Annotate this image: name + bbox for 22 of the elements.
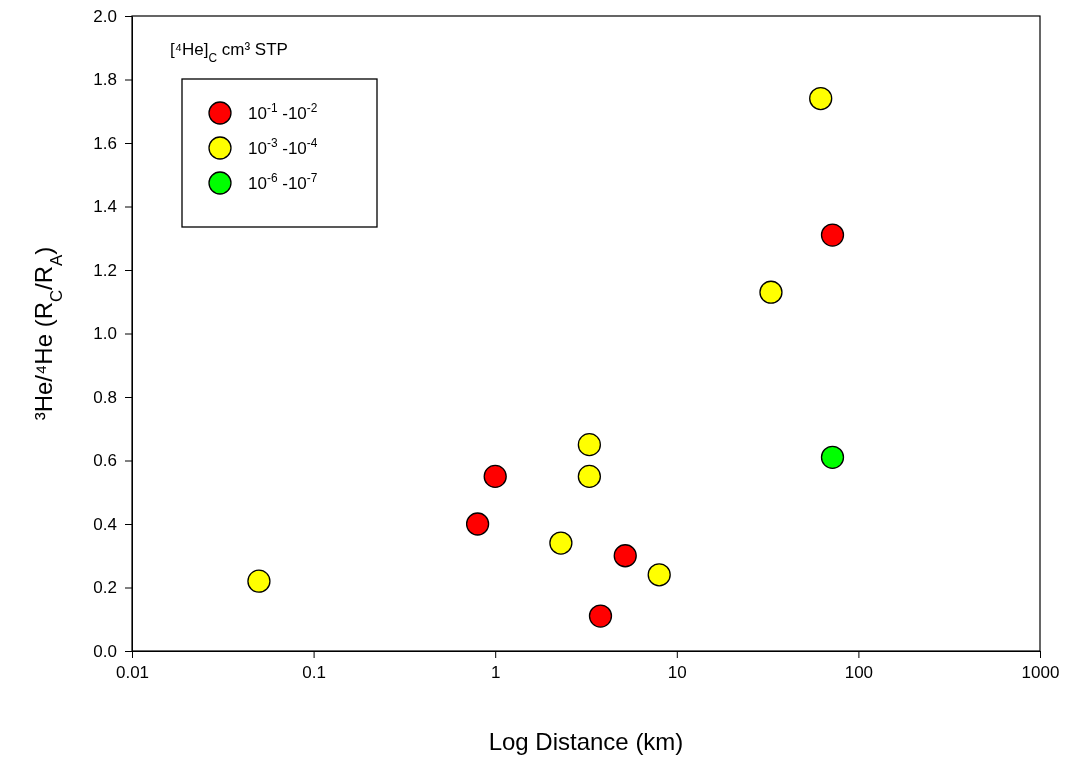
legend-title: [⁴He]$_{C}$ cm³ STP (170, 40, 288, 65)
y-tick-label: 0.0 (93, 641, 117, 661)
y-tick-label: 2.0 (93, 6, 117, 26)
x-tick-label: 0.01 (115, 663, 150, 683)
legend-label: 10$^{-1}$ -10$^{-2}$ (248, 101, 318, 123)
x-tick-label: 0.1 (302, 663, 326, 683)
x-tick-label: 1000 (1021, 663, 1060, 683)
y-tick-label: 1.8 (93, 70, 117, 90)
x-tick-label: 100 (844, 663, 874, 683)
legend-label: 10$^{-3}$ -10$^{-4}$ (248, 136, 318, 158)
x-axis-title: Log Distance (km) (488, 728, 684, 755)
y-tick-label: 0.8 (93, 387, 117, 407)
y-tick-label: 1.2 (93, 260, 117, 280)
y-tick-label: 1.4 (93, 197, 117, 217)
y-tick-label: 1.6 (93, 133, 117, 153)
x-tick-label: 10 (667, 663, 687, 683)
y-tick-label: 0.6 (93, 451, 117, 471)
y-tick-label: 0.2 (93, 578, 117, 598)
x-tick-label: 1 (490, 663, 501, 683)
y-tick-label: 0.4 (93, 514, 117, 534)
legend-label: 10$^{-6}$ -10$^{-7}$ (248, 171, 318, 193)
y-tick-label: 1.0 (93, 324, 117, 344)
